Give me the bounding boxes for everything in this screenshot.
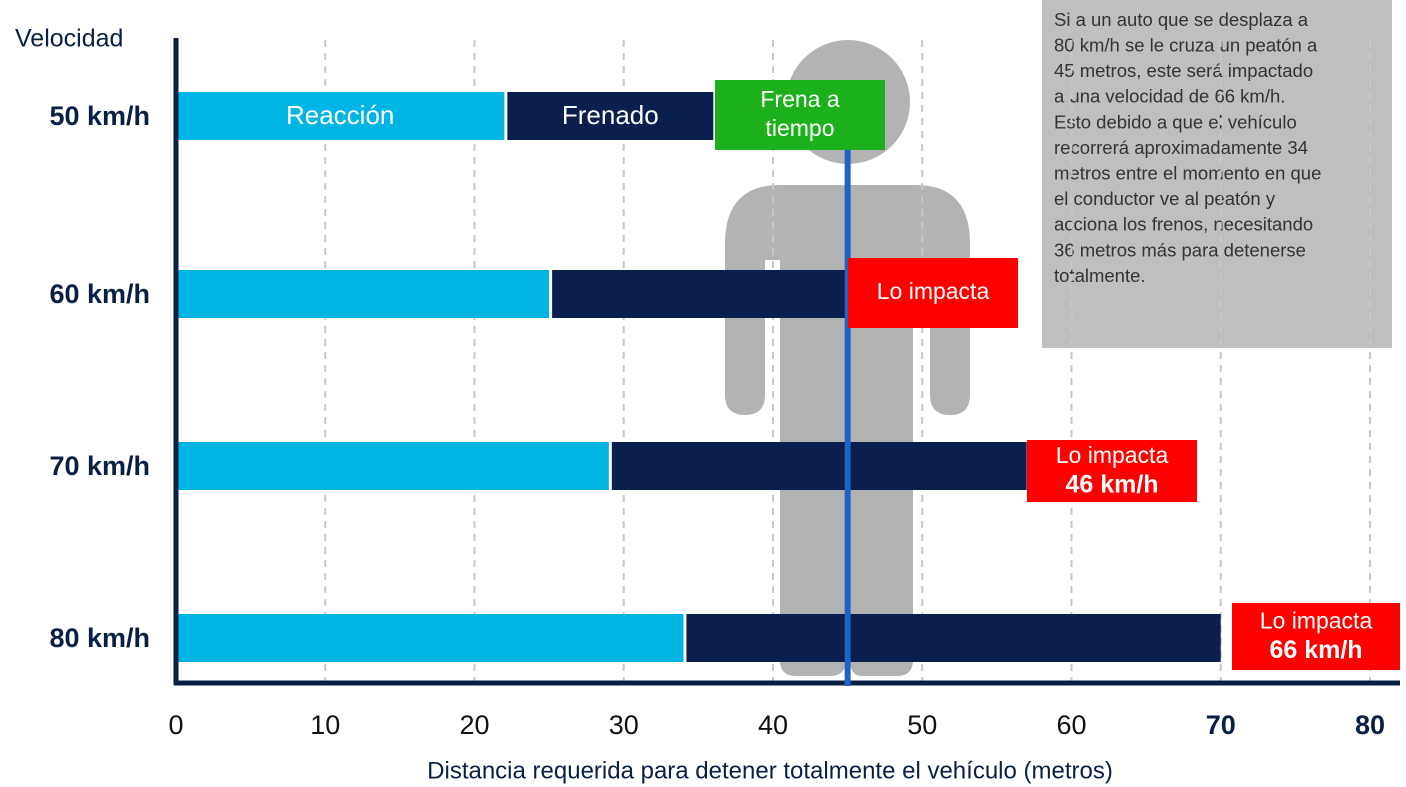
bar-segment [176,442,609,490]
legend-label: Reacción [286,100,394,130]
bar-segment [176,92,505,140]
x-tick-label: 0 [168,710,183,740]
annotation-box [715,80,885,150]
bar-segment [507,92,714,140]
note-line: 36 metros más para detenerse [1054,239,1306,260]
y-tick-label: 50 km/h [49,101,150,131]
note-line: Si a un auto que se desplaza a [1054,9,1309,30]
annotation-box [848,258,1018,328]
x-tick-label: 20 [459,710,489,740]
note-box [1042,0,1392,348]
x-axis-title: Distancia requerida para detener totalme… [427,757,1113,784]
annotation-text: Lo impacta [1260,608,1373,634]
note-line: metros entre el momento en que [1054,162,1321,183]
annotation-text: 46 km/h [1065,471,1158,499]
note-line: Esto debido a que el vehículo [1054,111,1297,132]
x-tick-label: 50 [907,710,937,740]
x-tick-label: 70 [1206,710,1236,740]
bar-segment [611,442,1027,490]
y-axis-title: Velocidad [15,25,123,53]
note-line: 45 metros, este será impactado [1054,60,1313,81]
note-line: recorrerá aproximadamente 34 [1054,137,1308,158]
note-line: totalmente. [1054,265,1146,286]
annotation-text: tiempo [765,115,834,141]
annotation-text: Frena a [760,86,839,112]
bar-segment [176,614,684,662]
note-line: 80 km/h se le cruza un peatón a [1054,34,1318,55]
note-line: acciona los frenos, necesitando [1054,214,1313,235]
note-line: el conductor ve al peatón y [1054,188,1276,209]
bar-segment [686,614,1221,662]
x-tick-label: 60 [1056,710,1086,740]
annotation-text: Lo impacta [877,278,990,304]
y-tick-label: 70 km/h [49,451,150,481]
y-tick-label: 60 km/h [49,279,150,309]
legend-label: Frenado [562,100,659,130]
x-tick-label: 80 [1355,710,1385,740]
x-tick-label: 10 [310,710,340,740]
x-tick-label: 40 [758,710,788,740]
annotation-text: 66 km/h [1269,636,1362,664]
x-tick-label: 30 [609,710,639,740]
y-tick-label: 80 km/h [49,623,150,653]
annotation-text: Lo impacta [1056,442,1169,468]
annotation-box [1232,603,1400,670]
note-line: a una velocidad de 66 km/h. [1054,86,1285,107]
bar-segment [176,270,550,318]
bar-segment [552,270,848,318]
annotation-box [1027,440,1197,502]
